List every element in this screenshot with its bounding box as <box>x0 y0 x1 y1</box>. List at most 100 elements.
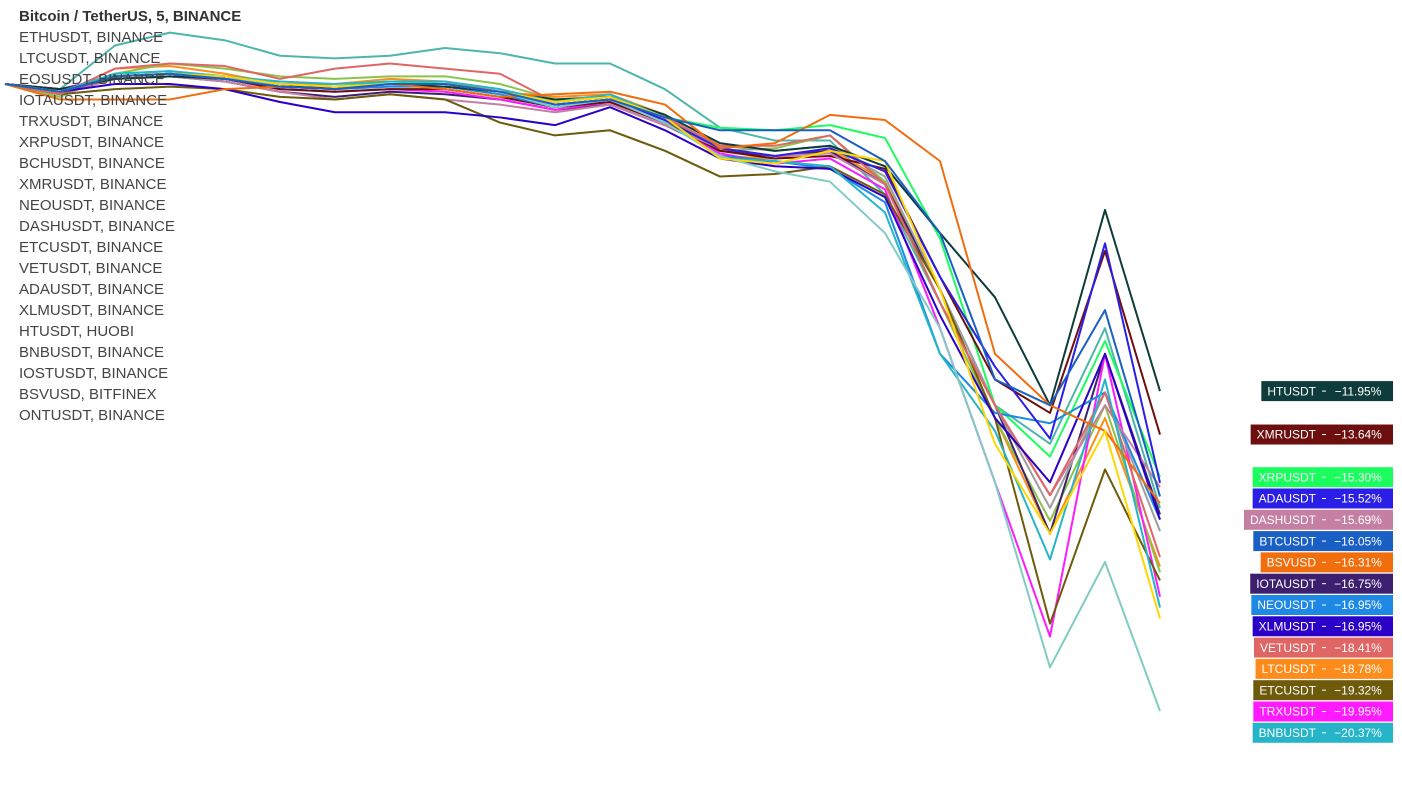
tag-value: −16.95% <box>1334 619 1382 633</box>
tag-value-box <box>1322 467 1393 488</box>
tag-name: IOTAUSDT <box>1256 577 1316 591</box>
tag-name: BSVUSD <box>1267 556 1317 570</box>
legend-entry: XRPUSDT, BINANCE <box>19 134 164 151</box>
series-line <box>4 83 1161 504</box>
tag-name-box <box>1253 531 1322 552</box>
legend-entry: HTUSDT, HUOBI <box>19 323 134 340</box>
tag-value-box <box>1322 573 1393 594</box>
tag-value-box <box>1322 488 1393 509</box>
price-tag: −19.95% TRXUSDT <box>1253 701 1393 722</box>
tag-value: −11.95% <box>1335 384 1382 398</box>
tag-value: −19.32% <box>1334 683 1382 697</box>
tag-name: XRPUSDT <box>1259 470 1317 484</box>
tag-value: −15.52% <box>1334 492 1382 506</box>
price-tag: −15.52% ADAUSDT <box>1252 488 1393 509</box>
tag-value: −19.95% <box>1334 705 1382 719</box>
tag-value: −15.30% <box>1334 470 1382 484</box>
tag-value: −16.05% <box>1334 534 1382 548</box>
tag-value: −20.37% <box>1334 726 1382 740</box>
legend-entry: VETUSDT, BINANCE <box>19 260 162 277</box>
tag-name-box <box>1252 722 1322 743</box>
tag-name: XLMUSDT <box>1259 619 1317 633</box>
tag-name: ADAUSDT <box>1259 492 1317 506</box>
tag-name-box <box>1243 509 1322 530</box>
tag-value-box <box>1322 722 1393 743</box>
tag-name-box <box>1253 680 1322 701</box>
legend-entry: BNBUSDT, BINANCE <box>19 344 164 361</box>
legend-entry: BCHUSDT, BINANCE <box>19 155 165 172</box>
price-tag: −16.75% IOTAUSDT <box>1250 573 1393 594</box>
tag-value: −16.75% <box>1334 577 1382 591</box>
tag-value: −15.69% <box>1334 513 1382 527</box>
tag-name: NEOUSDT <box>1257 598 1316 612</box>
tag-name: HTUSDT <box>1267 384 1316 398</box>
tag-name-box <box>1251 594 1322 615</box>
tag-name: BTCUSDT <box>1259 534 1316 548</box>
price-tag: −18.78% LTCUSDT <box>1255 658 1393 679</box>
legend-entry: ONTUSDT, BINANCE <box>19 407 165 424</box>
tag-name: LTCUSDT <box>1262 662 1317 676</box>
series-line <box>4 72 1161 619</box>
legend-entry: IOTAUSDT, BINANCE <box>19 92 167 109</box>
legend-entry: ADAUSDT, BINANCE <box>19 281 164 298</box>
legend-entry: XMRUSDT, BINANCE <box>19 176 167 193</box>
tag-value-box <box>1322 680 1393 701</box>
tag-name: TRXUSDT <box>1259 705 1316 719</box>
series-line <box>4 70 1161 608</box>
tag-value-box <box>1322 616 1393 637</box>
tag-name-box <box>1252 467 1322 488</box>
tag-name-box <box>1260 552 1322 573</box>
legend-entry: LTCUSDT, BINANCE <box>19 50 160 67</box>
tag-value-box <box>1322 701 1393 722</box>
tag-name-box <box>1250 424 1322 445</box>
chart-title: Bitcoin / TetherUS, 5, BINANCE <box>19 8 241 25</box>
legend-entry: XLMUSDT, BINANCE <box>19 302 164 319</box>
price-tag: −19.32% ETCUSDT <box>1253 680 1393 701</box>
tag-name-box <box>1250 573 1322 594</box>
price-tag: −18.41% VETUSDT <box>1253 637 1393 658</box>
legend-entry: TRXUSDT, BINANCE <box>19 113 163 130</box>
price-tag: −16.95% XLMUSDT <box>1252 616 1393 637</box>
tag-value: −13.64% <box>1334 428 1382 442</box>
tag-value-box <box>1322 637 1393 658</box>
price-tag: −13.64% XMRUSDT <box>1250 424 1393 445</box>
tag-value-box <box>1322 424 1393 445</box>
tag-name-box <box>1253 701 1322 722</box>
legend-entry: EOSUSDT, BINANCE <box>19 71 165 88</box>
tag-value-box <box>1322 509 1393 530</box>
legend-entry: ETCUSDT, BINANCE <box>19 239 163 256</box>
legend-entry: IOSTUSDT, BINANCE <box>19 365 168 382</box>
tag-value-box <box>1322 552 1393 573</box>
price-tag: −16.31% BSVUSD <box>1260 552 1393 573</box>
price-tag: −15.69% DASHUSDT <box>1243 509 1393 530</box>
price-tag: −16.05% BTCUSDT <box>1253 531 1393 552</box>
price-tag: −20.37% BNBUSDT <box>1252 722 1393 743</box>
price-tag: −16.95% NEOUSDT <box>1251 594 1393 615</box>
legend-entry: BSVUSD, BITFINEX <box>19 386 157 403</box>
series-line <box>4 72 1161 497</box>
price-tag: −11.95% HTUSDT <box>1261 381 1393 402</box>
legend-entry: DASHUSDT, BINANCE <box>19 218 175 235</box>
tag-name: VETUSDT <box>1260 641 1317 655</box>
tag-name: DASHUSDT <box>1250 513 1317 527</box>
tag-value-box <box>1322 594 1393 615</box>
tag-value: −16.31% <box>1334 556 1382 570</box>
tag-value-box <box>1322 531 1393 552</box>
tag-name-box <box>1253 637 1322 658</box>
legend-entry: NEOUSDT, BINANCE <box>19 197 166 214</box>
tag-name-box <box>1255 658 1322 679</box>
tag-name: ETCUSDT <box>1259 683 1316 697</box>
tag-name-box <box>1252 488 1322 509</box>
tag-name: XMRUSDT <box>1257 428 1317 442</box>
price-tag: −15.30% XRPUSDT <box>1252 467 1393 488</box>
tag-value: −18.78% <box>1334 662 1382 676</box>
tag-name: BNBUSDT <box>1259 726 1317 740</box>
tag-name-box <box>1261 381 1322 402</box>
tag-value: −16.95% <box>1334 598 1382 612</box>
tag-value: −18.41% <box>1334 641 1382 655</box>
tag-value-box <box>1322 381 1393 402</box>
tag-value-box <box>1322 658 1393 679</box>
legend-entry: ETHUSDT, BINANCE <box>19 29 163 46</box>
